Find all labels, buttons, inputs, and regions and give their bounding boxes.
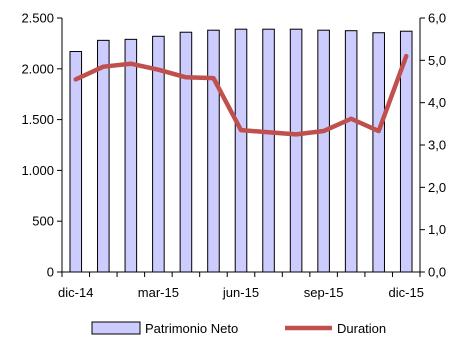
bar-feb-15 bbox=[124, 38, 138, 273]
y-right-tick-label: 1,0 bbox=[428, 222, 446, 237]
y-right-tick-label: 4,0 bbox=[428, 95, 446, 110]
bar-nov-15 bbox=[372, 32, 385, 273]
y-left-tick-label: 2.500 bbox=[21, 11, 54, 26]
bar-oct-15 bbox=[344, 30, 358, 273]
bar-sep-15 bbox=[317, 29, 330, 273]
y-right-tick-label: 2,0 bbox=[428, 180, 446, 195]
duration-line bbox=[73, 53, 409, 137]
y-right-tick-label: 3,0 bbox=[428, 138, 446, 153]
y-left-tick-label: 0 bbox=[47, 265, 54, 280]
bar-jun-15 bbox=[234, 28, 248, 273]
bar-abr-15 bbox=[179, 31, 193, 273]
line-series bbox=[73, 53, 409, 137]
bar-ene-15 bbox=[97, 39, 110, 273]
x-tick-label: jun-15 bbox=[222, 285, 259, 300]
legend-label-duration: Duration bbox=[337, 321, 386, 336]
bar-ago-15 bbox=[289, 28, 303, 273]
axes: 0 500 1.000 1.500 2.000 2.500 0,0 1,0 2,0 3,0 4,0 5… bbox=[21, 11, 446, 301]
legend: Patrimonio Neto Duration bbox=[91, 321, 386, 336]
bar-jul-15 bbox=[262, 28, 275, 273]
bar-dic-14 bbox=[69, 51, 83, 273]
y-left-tick-label: 2.000 bbox=[21, 61, 54, 76]
legend-label-patrimonio-neto: Patrimonio Neto bbox=[145, 321, 238, 336]
y-right-tick-label: 6,0 bbox=[428, 11, 446, 26]
y-right-tick-label: 5,0 bbox=[428, 53, 446, 68]
y-left-tick-label: 500 bbox=[32, 214, 54, 229]
x-tick-label: dic-14 bbox=[58, 285, 93, 300]
x-tick-label: sep-15 bbox=[304, 285, 344, 300]
x-tick-label: mar-15 bbox=[138, 285, 179, 300]
y-left-tick-label: 1.500 bbox=[21, 112, 54, 127]
legend-swatch-patrimonio-neto bbox=[91, 321, 141, 335]
x-tick-label: dic-15 bbox=[389, 285, 424, 300]
bar-series bbox=[69, 28, 413, 273]
bar-may-15 bbox=[207, 29, 220, 273]
y-right-tick-label: 0,0 bbox=[428, 265, 446, 280]
y-left-tick-label: 1.000 bbox=[21, 163, 54, 178]
